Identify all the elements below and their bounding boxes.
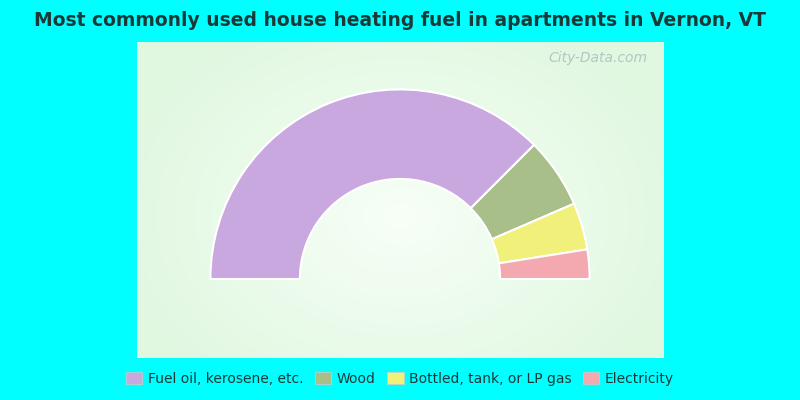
Legend: Fuel oil, kerosene, etc., Wood, Bottled, tank, or LP gas, Electricity: Fuel oil, kerosene, etc., Wood, Bottled,… [126, 372, 674, 386]
Wedge shape [470, 145, 574, 239]
Text: City-Data.com: City-Data.com [549, 52, 647, 66]
Wedge shape [210, 90, 534, 279]
Wedge shape [499, 249, 590, 279]
Text: Most commonly used house heating fuel in apartments in Vernon, VT: Most commonly used house heating fuel in… [34, 12, 766, 30]
Wedge shape [492, 204, 587, 263]
